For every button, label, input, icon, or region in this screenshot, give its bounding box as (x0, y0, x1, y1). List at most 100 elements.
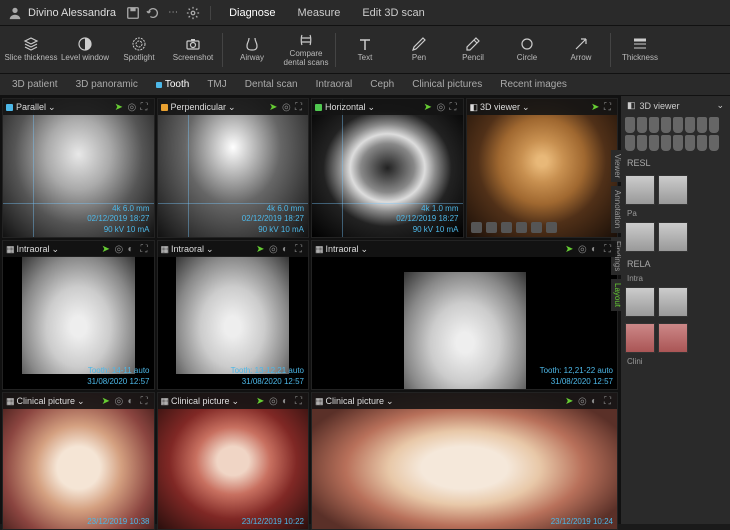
target-icon[interactable]: ◎ (115, 244, 125, 254)
tool-pencil[interactable]: Pencil (446, 28, 500, 72)
panel-clinical-3[interactable]: ▦ Clinical picture ⌄ ➤◎◐⛶ 23/12/2019 10:… (311, 392, 618, 530)
axis-dot (161, 104, 168, 111)
tab-recent-images[interactable]: Recent images (492, 76, 575, 93)
target-icon[interactable]: ◎ (128, 102, 138, 112)
sidetab-annotation[interactable]: Annotation (611, 186, 624, 232)
target-icon[interactable]: ◎ (282, 102, 292, 112)
rail-thumb[interactable] (625, 323, 655, 353)
cursor-icon[interactable]: ➤ (565, 396, 575, 406)
chevron-down-icon[interactable]: ⌄ (52, 244, 60, 255)
chevron-down-icon[interactable]: ⌄ (232, 396, 240, 407)
cursor-icon[interactable]: ➤ (256, 244, 266, 254)
menu-diagnose[interactable]: Diagnose (221, 3, 283, 23)
tool-screenshot[interactable]: Screenshot (166, 28, 220, 72)
chevron-down-icon[interactable]: ⌄ (368, 102, 376, 113)
chevron-down-icon[interactable]: ⌄ (386, 396, 394, 407)
target-icon[interactable]: ◎ (269, 396, 279, 406)
expand-icon[interactable]: ⛶ (141, 396, 151, 406)
chevron-down-icon[interactable]: ⌄ (228, 102, 236, 113)
tool-text[interactable]: Text (338, 28, 392, 72)
target-icon[interactable]: ◎ (269, 244, 279, 254)
chevron-down-icon[interactable]: ⌄ (48, 102, 56, 113)
cursor-icon[interactable]: ➤ (102, 244, 112, 254)
tool-arrow[interactable]: Arrow (554, 28, 608, 72)
expand-icon[interactable]: ⛶ (604, 396, 614, 406)
cursor-icon[interactable]: ➤ (102, 396, 112, 406)
tab-clinical-pictures[interactable]: Clinical pictures (404, 76, 490, 93)
panel-parallel[interactable]: Parallel ⌄ ➤◎⛶ 4k 6.0 mm02/12/2019 18:27… (2, 98, 155, 238)
cursor-icon[interactable]: ➤ (591, 102, 601, 112)
tool-level-window[interactable]: Level window (58, 28, 112, 72)
rail-thumb[interactable] (658, 323, 688, 353)
teeth-chart[interactable] (623, 115, 728, 153)
tab-tmj[interactable]: TMJ (199, 76, 234, 93)
expand-icon[interactable]: ⛶ (604, 244, 614, 254)
contrast-icon[interactable]: ◐ (282, 396, 292, 406)
panel-intraoral-3[interactable]: ▦ Intraoral ⌄ ➤◎◐⛶ Tooth: 12,21-22 auto3… (311, 240, 618, 390)
contrast-icon[interactable]: ◐ (591, 396, 601, 406)
sidetab-viewer[interactable]: Viewer (611, 150, 624, 182)
target-icon[interactable]: ◎ (115, 396, 125, 406)
menu-measure[interactable]: Measure (290, 3, 349, 23)
tab-3d-panoramic[interactable]: 3D panoramic (68, 76, 146, 93)
tool-spotlight[interactable]: Spotlight (112, 28, 166, 72)
tool-circle[interactable]: Circle (500, 28, 554, 72)
contrast-icon[interactable]: ◐ (128, 244, 138, 254)
tool-airway[interactable]: Airway (225, 28, 279, 72)
tab-ceph[interactable]: Ceph (362, 76, 402, 93)
target-icon[interactable]: ◎ (578, 244, 588, 254)
axis-dot (6, 104, 13, 111)
panel-title: ▦ Clinical picture ⌄ (6, 396, 99, 407)
chevron-down-icon[interactable]: ⌄ (77, 396, 85, 407)
expand-icon[interactable]: ⛶ (295, 102, 305, 112)
tab-dental-scan[interactable]: Dental scan (237, 76, 306, 93)
expand-icon[interactable]: ⛶ (450, 102, 460, 112)
settings-icon[interactable] (186, 6, 200, 20)
panel-clinical-1[interactable]: ▦ Clinical picture ⌄ ➤◎◐⛶ 23/12/2019 10:… (2, 392, 155, 530)
tab-3d-patient[interactable]: 3D patient (4, 76, 66, 93)
chevron-down-icon[interactable]: ⌄ (206, 244, 214, 255)
rail-thumb[interactable] (625, 175, 655, 205)
expand-icon[interactable]: ⛶ (141, 102, 151, 112)
tool-pen[interactable]: Pen (392, 28, 446, 72)
tab-intraoral[interactable]: Intraoral (308, 76, 361, 93)
panel-intraoral-2[interactable]: ▦ Intraoral ⌄ ➤◎◐⛶ Tooth: 13-12,21 auto3… (157, 240, 310, 390)
tool-compare[interactable]: Compare dental scans (279, 28, 333, 72)
menu-edit3d[interactable]: Edit 3D scan (354, 3, 432, 23)
chevron-down-icon[interactable]: ⌄ (361, 244, 369, 255)
rail-thumb[interactable] (658, 175, 688, 205)
cursor-icon[interactable]: ➤ (565, 244, 575, 254)
expand-icon[interactable]: ⛶ (141, 244, 151, 254)
tab-tooth[interactable]: Tooth (148, 76, 197, 93)
cursor-icon[interactable]: ➤ (256, 396, 266, 406)
sidetab-layout[interactable]: Layout (611, 279, 624, 311)
target-icon[interactable]: ◎ (437, 102, 447, 112)
expand-icon[interactable]: ⛶ (295, 244, 305, 254)
cursor-icon[interactable]: ➤ (424, 102, 434, 112)
tool-slice-thickness[interactable]: Slice thickness (4, 28, 58, 72)
panel-clinical-2[interactable]: ▦ Clinical picture ⌄ ➤◎◐⛶ 23/12/2019 10:… (157, 392, 310, 530)
tool-thickness[interactable]: Thickness (613, 28, 667, 72)
contrast-icon[interactable]: ◐ (128, 396, 138, 406)
skull-orientation-icons[interactable] (471, 222, 557, 233)
rail-thumb[interactable] (625, 222, 655, 252)
rail-thumb[interactable] (658, 287, 688, 317)
contrast-icon[interactable]: ◐ (591, 244, 601, 254)
expand-icon[interactable]: ⛶ (604, 102, 614, 112)
target-icon[interactable]: ◎ (578, 396, 588, 406)
panel-3d-viewer[interactable]: ◧ 3D viewer ⌄ ➤⛶ (466, 98, 619, 238)
more-icon[interactable]: ⋯ (166, 6, 180, 20)
refresh-icon[interactable] (146, 6, 160, 20)
cursor-icon[interactable]: ➤ (269, 102, 279, 112)
chevron-down-icon[interactable]: ⌄ (522, 102, 530, 113)
rail-section: RESL (623, 155, 728, 171)
save-icon[interactable] (126, 6, 140, 20)
panel-intraoral-1[interactable]: ▦ Intraoral ⌄ ➤◎◐⛶ Tooth: 14-11 auto31/0… (2, 240, 155, 390)
expand-icon[interactable]: ⛶ (295, 396, 305, 406)
rail-thumb[interactable] (625, 287, 655, 317)
rail-thumb[interactable] (658, 222, 688, 252)
contrast-icon[interactable]: ◐ (282, 244, 292, 254)
panel-horizontal[interactable]: Horizontal ⌄ ➤◎⛶ 4k 1.0 mm02/12/2019 18:… (311, 98, 464, 238)
panel-perpendicular[interactable]: Perpendicular ⌄ ➤◎⛶ 4k 6.0 mm02/12/2019 … (157, 98, 310, 238)
cursor-icon[interactable]: ➤ (115, 102, 125, 112)
